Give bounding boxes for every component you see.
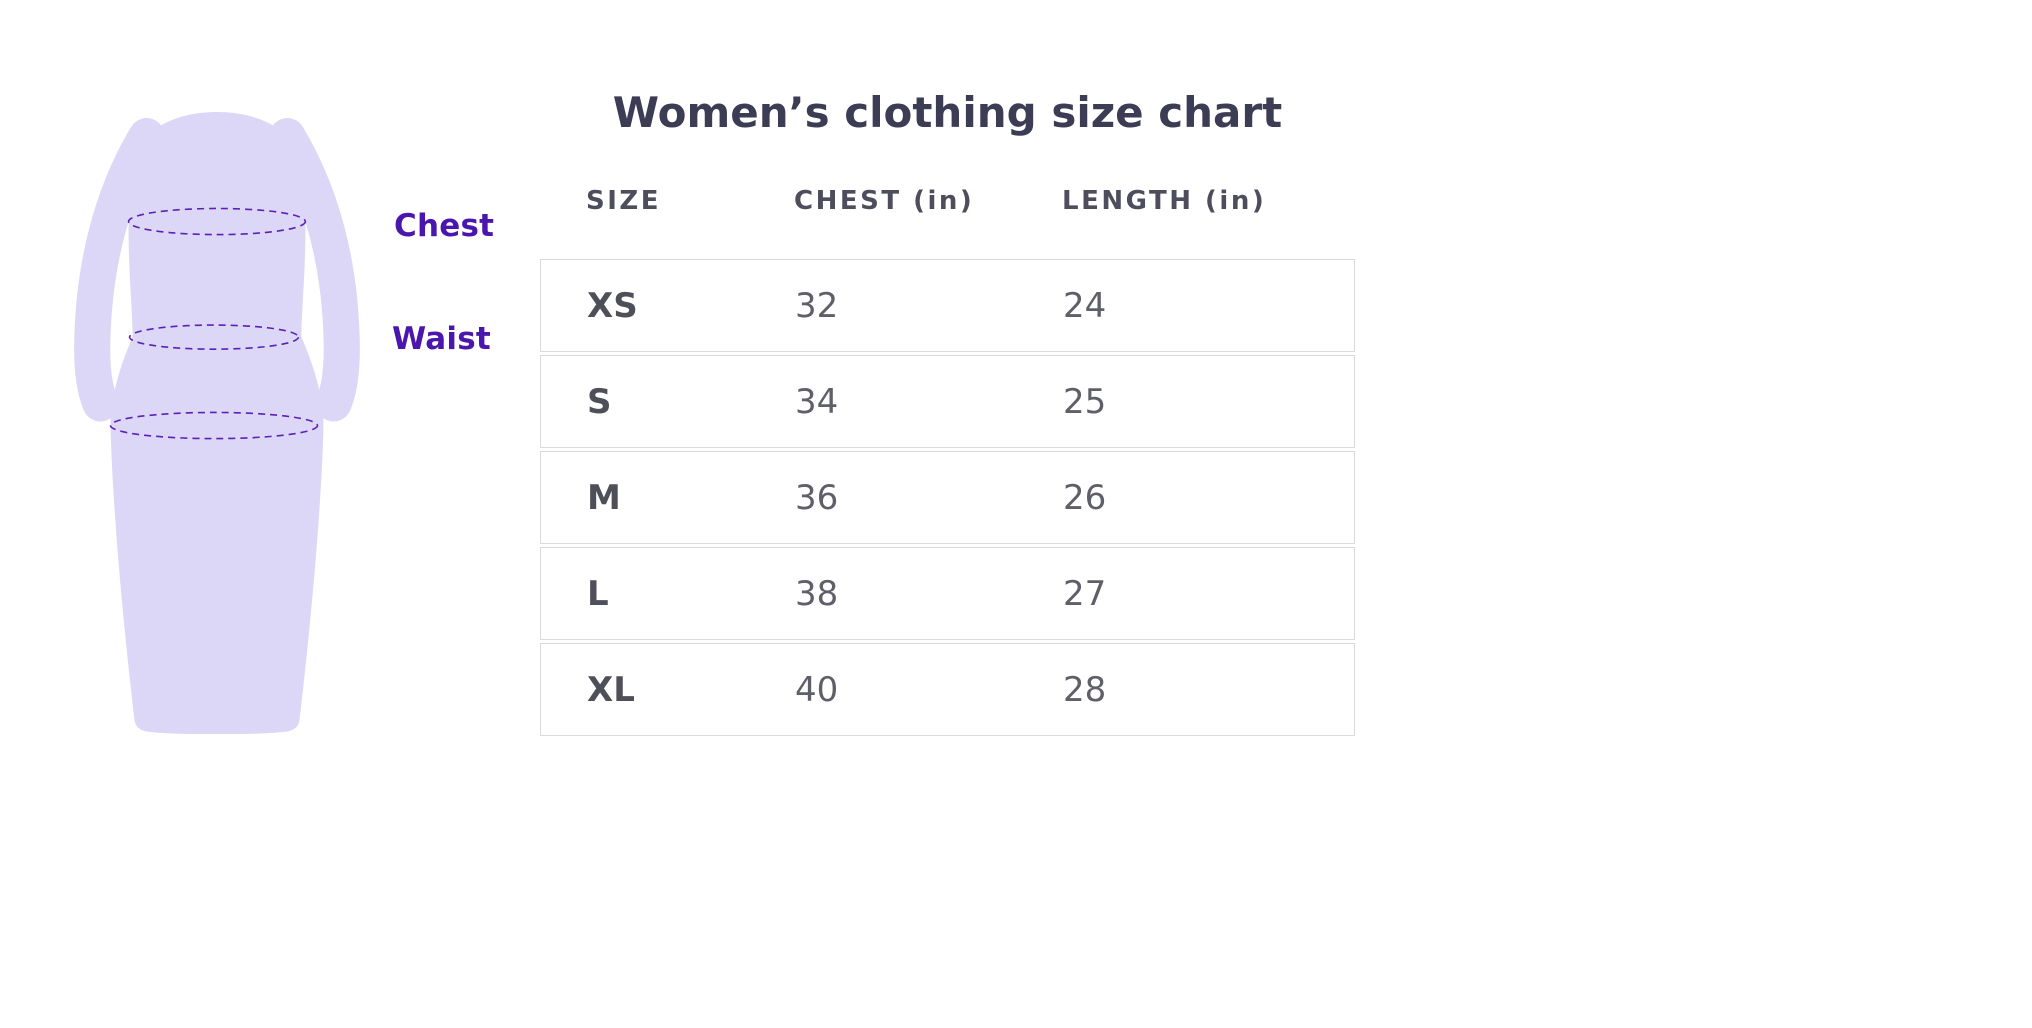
length-cell: 26 bbox=[1063, 477, 1107, 518]
chest-cell: 32 bbox=[795, 285, 839, 326]
length-cell: 27 bbox=[1063, 573, 1107, 614]
length-cell: 24 bbox=[1063, 285, 1107, 326]
size-cell: L bbox=[587, 573, 609, 614]
chest-label: Chest bbox=[394, 208, 495, 244]
hip-measurement-line bbox=[109, 411, 319, 440]
table-row: XL 40 28 bbox=[540, 643, 1355, 736]
header-size: SIZE bbox=[586, 186, 662, 216]
dress-svg bbox=[74, 112, 360, 735]
header-length: LENGTH (in) bbox=[1062, 186, 1267, 216]
left-sleeve bbox=[74, 118, 165, 422]
waist-label: Waist bbox=[392, 321, 491, 357]
chest-cell: 34 bbox=[795, 381, 839, 422]
chest-cell: 36 bbox=[795, 477, 839, 518]
length-cell: 28 bbox=[1063, 669, 1107, 710]
chest-measurement-line bbox=[127, 207, 307, 236]
length-cell: 25 bbox=[1063, 381, 1107, 422]
size-table: XS 32 24 S 34 25 M 36 26 L 38 27 XL 40 2… bbox=[540, 259, 1355, 739]
dress-body bbox=[110, 112, 324, 735]
waist-measurement-line bbox=[128, 324, 300, 350]
size-cell: M bbox=[587, 477, 621, 518]
table-row: XS 32 24 bbox=[540, 259, 1355, 352]
size-cell: S bbox=[587, 381, 612, 422]
right-sleeve bbox=[269, 118, 360, 422]
table-row: S 34 25 bbox=[540, 355, 1355, 448]
table-row: M 36 26 bbox=[540, 451, 1355, 544]
chest-cell: 40 bbox=[795, 669, 839, 710]
size-cell: XL bbox=[587, 669, 635, 710]
page-title: Women’s clothing size chart bbox=[612, 88, 1283, 137]
table-row: L 38 27 bbox=[540, 547, 1355, 640]
table-header: SIZE CHEST (in) LENGTH (in) bbox=[540, 186, 1355, 216]
chest-cell: 38 bbox=[795, 573, 839, 614]
dress-illustration bbox=[58, 106, 380, 735]
header-chest: CHEST (in) bbox=[794, 186, 975, 216]
size-cell: XS bbox=[587, 285, 638, 326]
